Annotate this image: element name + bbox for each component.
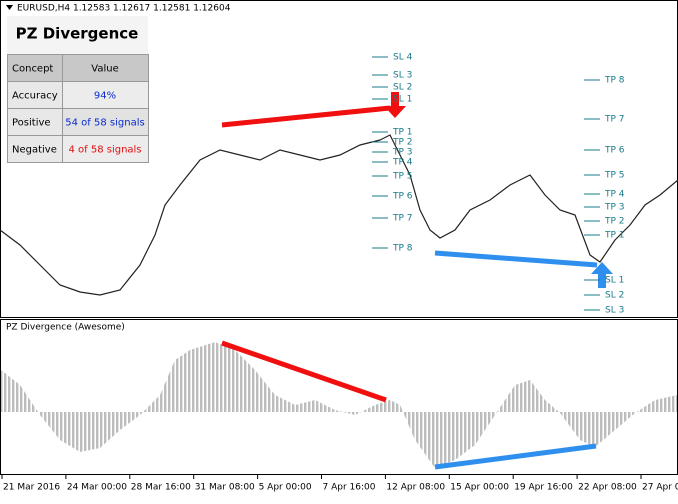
- level-label: TP 8: [392, 244, 413, 254]
- level-label: TP 5: [392, 172, 413, 182]
- menu-triangle[interactable]: [6, 5, 13, 10]
- buy-arrow: [591, 262, 613, 288]
- level-label: TP 4: [392, 158, 413, 168]
- sell-arrow: [384, 92, 406, 118]
- x-tick-label: 27 Apr 0: [642, 483, 678, 493]
- table-cell: [62, 54, 149, 82]
- info-panel: PZ Divergence Concept Value Accuracy 94% Pos…: [7, 16, 149, 163]
- x-tick-label: 24 Mar 00:00: [67, 483, 127, 493]
- table-text: Concept: [12, 64, 53, 75]
- table-text: Value: [91, 64, 118, 75]
- level-label: SL 1: [393, 95, 412, 105]
- level-label: TP 6: [392, 192, 413, 202]
- level-label: TP 2: [392, 138, 413, 148]
- bullish-divergence: [434, 250, 598, 268]
- table-cell: [62, 108, 149, 136]
- level-label: TP 8: [604, 76, 625, 86]
- bearish-divergence: [221, 105, 391, 128]
- table-text: 4 of 58 signals: [68, 145, 141, 156]
- x-tick-label: 7 Apr 16:00: [323, 483, 376, 493]
- level-label: SL 2: [605, 291, 624, 301]
- level-label: TP 3: [604, 203, 625, 213]
- x-tick-label: 5 Apr 00:00: [259, 483, 312, 493]
- table-cell: [7, 135, 63, 163]
- table-text: 94%: [94, 91, 116, 102]
- bullish-divergence-osc: [434, 443, 597, 470]
- x-tick-label: 12 Apr 08:00: [386, 483, 445, 493]
- level-label: SL 1: [605, 276, 624, 286]
- level-label: SL 3: [605, 306, 624, 316]
- level-label: TP 6: [604, 146, 625, 156]
- level-label: SL 2: [393, 83, 412, 93]
- bearish-divergence-osc: [221, 340, 387, 403]
- x-tick-label: 19 Apr 16:00: [514, 483, 573, 493]
- table-text: Accuracy: [12, 91, 58, 102]
- x-tick-label: 15 Apr 00:00: [450, 483, 509, 493]
- x-tick-label: 28 Mar 16:00: [131, 483, 191, 493]
- panel-title: PZ Divergence: [16, 25, 139, 43]
- level-label: TP 1: [392, 128, 413, 138]
- table-text: Negative: [12, 145, 57, 156]
- table-cell: [7, 54, 63, 82]
- level-label: TP 7: [604, 115, 625, 125]
- level-label: TP 5: [604, 171, 625, 181]
- table-text: Positive: [12, 118, 51, 129]
- level-label: TP 4: [604, 190, 625, 200]
- symbol-line: EURUSD,H4 1.12583 1.12617 1.12581 1.1260…: [17, 4, 231, 14]
- table-text: 54 of 58 signals: [65, 118, 144, 129]
- table-cell: [62, 81, 149, 109]
- oscillator-histogram: [1, 342, 677, 468]
- level-label: TP 7: [392, 214, 413, 224]
- x-tick-label: 31 Mar 08:00: [195, 483, 255, 493]
- table-cell: [7, 81, 63, 109]
- x-tick-label: 22 Apr 08:00: [578, 483, 637, 493]
- level-label: TP 3: [392, 148, 413, 158]
- level-label: TP 2: [604, 217, 625, 227]
- x-tick-label: 21 Mar 2016: [3, 483, 60, 493]
- level-label: TP 1: [604, 231, 625, 241]
- price-line: [0, 134, 678, 296]
- level-label: SL 4: [393, 53, 413, 63]
- table-cell: [62, 135, 149, 163]
- indicator-title: PZ Divergence (Awesome): [6, 323, 125, 333]
- level-label: SL 3: [393, 71, 412, 81]
